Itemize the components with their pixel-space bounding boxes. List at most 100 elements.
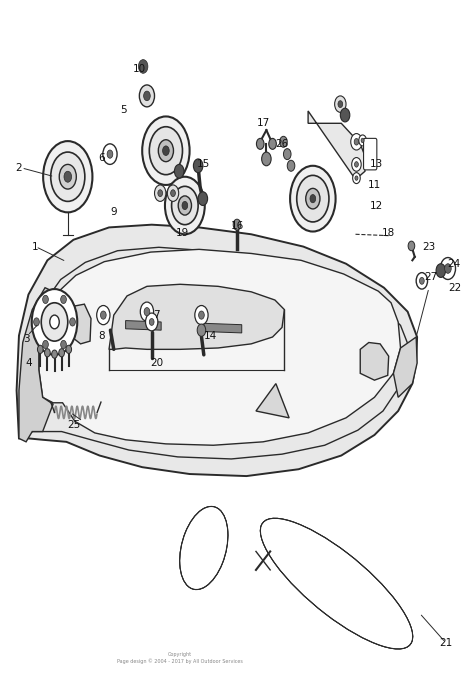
Circle shape (193, 159, 203, 173)
Text: 4: 4 (25, 358, 32, 368)
Polygon shape (126, 321, 161, 330)
Circle shape (61, 295, 66, 303)
Circle shape (144, 308, 150, 316)
Circle shape (355, 176, 358, 180)
Circle shape (140, 302, 154, 321)
Circle shape (416, 273, 428, 289)
Circle shape (149, 127, 182, 175)
Circle shape (198, 192, 208, 206)
Circle shape (167, 185, 179, 201)
Circle shape (262, 152, 271, 166)
Text: 13: 13 (370, 160, 383, 169)
Circle shape (52, 350, 57, 358)
Text: 7: 7 (153, 310, 160, 320)
Circle shape (195, 306, 208, 325)
Polygon shape (393, 337, 417, 397)
Circle shape (51, 152, 85, 201)
Polygon shape (308, 111, 365, 179)
Text: 2: 2 (16, 163, 22, 173)
Circle shape (338, 101, 343, 108)
Polygon shape (256, 384, 289, 418)
Circle shape (440, 258, 456, 279)
Circle shape (32, 289, 77, 355)
Text: 5: 5 (120, 105, 127, 114)
Circle shape (50, 315, 59, 329)
Circle shape (351, 134, 362, 150)
Circle shape (158, 190, 163, 197)
Circle shape (103, 144, 117, 164)
Circle shape (361, 138, 364, 142)
Circle shape (280, 136, 287, 147)
Circle shape (172, 186, 198, 225)
Text: 20: 20 (150, 358, 163, 368)
Polygon shape (109, 284, 284, 349)
Circle shape (163, 146, 169, 155)
Circle shape (182, 201, 188, 210)
Polygon shape (70, 304, 91, 344)
Circle shape (146, 313, 158, 331)
Circle shape (43, 141, 92, 212)
Circle shape (419, 277, 424, 284)
Circle shape (142, 116, 190, 185)
Polygon shape (17, 225, 417, 476)
Circle shape (297, 175, 329, 222)
Circle shape (171, 190, 175, 197)
Text: 21: 21 (439, 638, 452, 647)
Circle shape (199, 311, 204, 319)
Circle shape (256, 138, 264, 149)
Circle shape (352, 158, 361, 171)
Text: 19: 19 (176, 228, 189, 238)
Circle shape (59, 164, 76, 189)
Text: 14: 14 (204, 331, 218, 340)
Polygon shape (19, 288, 57, 442)
Circle shape (353, 173, 360, 184)
Text: 12: 12 (370, 201, 383, 210)
Circle shape (155, 185, 166, 201)
Circle shape (306, 188, 320, 209)
Text: 1: 1 (32, 242, 39, 251)
Circle shape (64, 171, 72, 182)
Circle shape (340, 108, 350, 122)
Circle shape (354, 138, 359, 145)
Circle shape (269, 138, 276, 149)
Circle shape (138, 60, 148, 73)
Text: 9: 9 (110, 208, 117, 217)
Polygon shape (39, 249, 401, 445)
Polygon shape (204, 323, 242, 333)
Circle shape (178, 196, 191, 215)
Circle shape (149, 319, 154, 325)
Circle shape (59, 349, 64, 357)
Text: 23: 23 (422, 242, 436, 251)
Text: 22: 22 (448, 283, 462, 292)
Circle shape (66, 345, 72, 353)
Polygon shape (360, 342, 389, 380)
Circle shape (37, 345, 43, 353)
Circle shape (100, 311, 106, 319)
Circle shape (41, 303, 68, 341)
Circle shape (355, 162, 358, 167)
Circle shape (165, 177, 205, 234)
Text: 11: 11 (368, 180, 381, 190)
Text: 15: 15 (197, 160, 210, 169)
Circle shape (445, 264, 451, 273)
Circle shape (197, 324, 206, 336)
Circle shape (70, 318, 75, 326)
Text: 18: 18 (382, 228, 395, 238)
Circle shape (158, 140, 173, 162)
Circle shape (290, 166, 336, 232)
Text: 10: 10 (133, 64, 146, 73)
FancyBboxPatch shape (364, 138, 377, 170)
Circle shape (43, 295, 48, 303)
Text: 27: 27 (425, 272, 438, 282)
Circle shape (283, 149, 291, 160)
Circle shape (408, 241, 415, 251)
Circle shape (107, 150, 113, 158)
Circle shape (287, 160, 295, 171)
Text: 6: 6 (99, 153, 105, 162)
Text: 26: 26 (275, 139, 289, 149)
Circle shape (43, 340, 48, 349)
Circle shape (359, 135, 366, 146)
Text: 25: 25 (67, 420, 80, 429)
Circle shape (97, 306, 110, 325)
Circle shape (310, 195, 316, 203)
